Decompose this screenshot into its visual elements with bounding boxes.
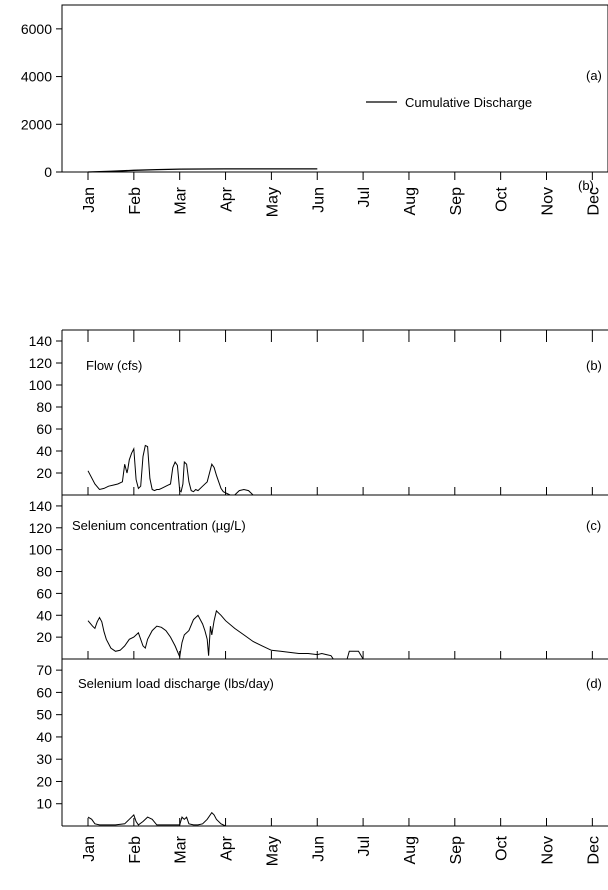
panel-c-ytick-label: 120 xyxy=(29,520,53,536)
panel-b-ytick-label: 80 xyxy=(36,399,52,415)
panel-a-month-label: Sep xyxy=(448,187,465,216)
panel-b-label: (b) xyxy=(586,358,602,373)
legend-label: Cumulative Discharge xyxy=(405,95,532,110)
panel-d-month-label: Jul xyxy=(356,836,373,856)
panel-a-month-label: Mar xyxy=(173,186,190,214)
stray-b-label: (b) xyxy=(578,178,594,193)
panel-b-ytick-label: 20 xyxy=(36,465,52,481)
selenium-load-line xyxy=(87,811,231,827)
panel-d-month-label: Nov xyxy=(540,836,557,864)
panel-d-ytick-label: 10 xyxy=(36,796,52,812)
panel-c-x-ticks xyxy=(87,651,593,659)
panel-a-ytick-label: 6000 xyxy=(21,21,52,37)
panel-b-ytick-label: 60 xyxy=(36,421,52,437)
panel-c-selenium-concentration: 20 40 60 80 100 120 140 Selenium concentration… xyxy=(29,495,608,660)
panel-d-month-label: Oct xyxy=(494,835,511,860)
panel-d-month-label: Jun xyxy=(310,836,327,862)
panel-d-ytick-label: 40 xyxy=(36,729,52,745)
panel-d-ytick-label: 60 xyxy=(36,684,52,700)
panel-a-x-axis: Jan Feb Mar Apr May Jun Jul Aug Sep Oct Nov Dec xyxy=(81,172,602,217)
panel-a-plot-frame xyxy=(61,4,608,173)
panel-d-month-label: Dec xyxy=(585,836,602,864)
panel-c-ytick-label: 40 xyxy=(36,607,52,623)
panel-b-flow: 20 40 60 80 100 120 140 Flow (cfs) (b) xyxy=(29,329,608,496)
panel-d-month-label: Aug xyxy=(402,836,419,864)
panel-c-ytick-label: 80 xyxy=(36,564,52,580)
panel-b-ytick-label: 120 xyxy=(29,355,53,371)
panel-b-ytick-label: 100 xyxy=(29,377,53,393)
panel-c-label: (c) xyxy=(586,518,601,533)
flow-line xyxy=(87,444,254,496)
panel-a-month-label: Jul xyxy=(356,187,373,207)
panel-a-month-label: Jan xyxy=(81,187,98,213)
panel-d-month-label: Jan xyxy=(81,836,98,862)
panel-c-y-axis: 20 40 60 80 100 120 140 xyxy=(29,498,62,645)
panel-c-ytick-label: 140 xyxy=(29,498,53,514)
panel-d-x-axis: Jan Feb Mar Apr May Jun Jul Aug Sep Oct Nov Dec xyxy=(81,818,602,866)
panel-a-month-label: Nov xyxy=(540,187,557,215)
selenium-concentration-line xyxy=(87,609,364,660)
panel-d-selenium-load: 10 20 30 40 50 60 70 Jan Feb Mar Apr May Jun Jul Aug S… xyxy=(36,659,608,866)
panel-c-ytick-label: 20 xyxy=(36,629,52,645)
panel-a-month-label: Aug xyxy=(402,187,419,215)
panel-a-month-label: Feb xyxy=(127,187,144,215)
panel-c-ytick-label: 60 xyxy=(36,585,52,601)
panel-d-y-axis: 10 20 30 40 50 60 70 xyxy=(36,662,62,812)
panel-b-title: Flow (cfs) xyxy=(86,358,142,373)
panel-a-month-label: Oct xyxy=(494,186,511,211)
panel-d-ytick-label: 30 xyxy=(36,751,52,767)
panel-a-month-label: Jun xyxy=(310,187,327,213)
panel-b-y-axis: 20 40 60 80 100 120 140 xyxy=(29,333,62,481)
panel-b-x-ticks xyxy=(87,330,593,495)
panel-a-ytick-label: 2000 xyxy=(21,116,52,132)
panel-d-month-label: Mar xyxy=(173,835,190,863)
panel-a-ytick-label: 4000 xyxy=(21,69,52,85)
panel-d-label: (d) xyxy=(586,676,602,691)
panel-a-y-axis: 0 2000 4000 6000 xyxy=(21,21,62,180)
panel-d-month-label: May xyxy=(264,836,281,866)
panel-d-ytick-label: 70 xyxy=(36,662,52,678)
panel-d-ytick-label: 20 xyxy=(36,773,52,789)
panel-d-month-label: Apr xyxy=(219,835,236,861)
panel-a-month-label: May xyxy=(264,187,281,217)
panel-d-month-label: Feb xyxy=(127,836,144,864)
panel-c-ytick-label: 100 xyxy=(29,542,53,558)
cumulative-discharge-line xyxy=(87,168,318,173)
panel-a-month-label: Dec xyxy=(585,187,602,215)
panel-d-month-label: Sep xyxy=(448,836,465,865)
panel-b-ytick-label: 40 xyxy=(36,443,52,459)
panel-a-ytick-label: 0 xyxy=(44,164,52,180)
panel-b-ytick-label: 140 xyxy=(29,333,53,349)
panel-c-title: Selenium concentration (µg/L) xyxy=(72,518,246,533)
panel-d-title: Selenium load discharge (lbs/day) xyxy=(78,676,274,691)
panel-d-ytick-label: 50 xyxy=(36,707,52,723)
panel-a-cumulative-discharge: 0 2000 4000 6000 Jan Feb Mar Apr May Jun Jul Aug Se… xyxy=(21,4,608,217)
panel-a-month-label: Apr xyxy=(219,186,236,212)
panel-a-label: (a) xyxy=(586,68,602,83)
